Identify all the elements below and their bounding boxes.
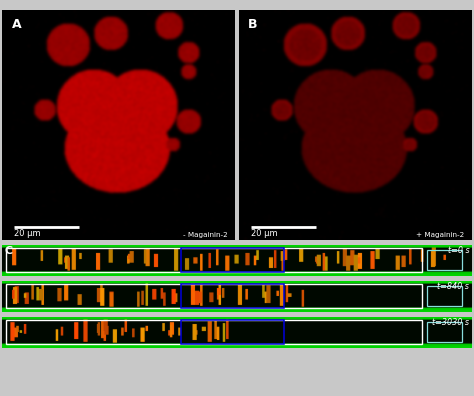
Text: A: A	[12, 18, 21, 31]
Bar	[181, 284, 284, 308]
Bar	[6, 248, 422, 272]
Bar	[181, 248, 284, 272]
Text: t=840 s: t=840 s	[438, 282, 469, 291]
Text: 20 μm: 20 μm	[14, 229, 41, 238]
Bar	[6, 320, 422, 344]
Bar	[427, 250, 462, 270]
Text: C: C	[5, 246, 13, 256]
Text: 20 μm: 20 μm	[251, 229, 277, 238]
Bar	[6, 284, 422, 308]
Text: + Magainin-2: + Magainin-2	[416, 232, 465, 238]
Text: B: B	[248, 18, 258, 31]
Text: - Magainin-2: - Magainin-2	[183, 232, 228, 238]
Text: t=3030 s: t=3030 s	[432, 318, 469, 327]
Bar	[427, 286, 462, 306]
Bar	[181, 320, 284, 344]
Bar	[427, 322, 462, 342]
Text: t=0 s: t=0 s	[447, 246, 469, 255]
